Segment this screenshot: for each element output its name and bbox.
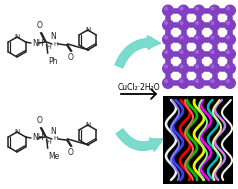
Text: H: H (47, 45, 51, 50)
Circle shape (195, 50, 199, 54)
Text: NH: NH (33, 39, 44, 47)
Text: H: H (47, 140, 51, 145)
Circle shape (162, 5, 174, 16)
Text: Ph: Ph (49, 57, 58, 66)
Circle shape (226, 64, 230, 69)
Circle shape (178, 63, 189, 74)
Circle shape (210, 6, 215, 11)
Circle shape (224, 33, 236, 46)
Circle shape (164, 64, 168, 69)
Circle shape (164, 79, 168, 83)
FancyArrowPatch shape (116, 129, 163, 151)
Text: H: H (54, 42, 58, 46)
FancyArrowPatch shape (115, 36, 160, 68)
Circle shape (224, 19, 236, 31)
Circle shape (210, 64, 215, 69)
Circle shape (193, 48, 205, 60)
Circle shape (208, 77, 220, 89)
Circle shape (179, 50, 183, 54)
Circle shape (162, 33, 174, 46)
Circle shape (179, 35, 183, 40)
Circle shape (208, 48, 220, 60)
Circle shape (195, 64, 199, 69)
Text: N: N (85, 27, 90, 33)
Circle shape (193, 33, 205, 46)
Text: NH: NH (33, 133, 44, 143)
Circle shape (195, 21, 199, 25)
Text: O: O (68, 148, 74, 157)
Circle shape (210, 35, 215, 40)
Text: N: N (14, 129, 20, 135)
Text: N: N (50, 127, 55, 136)
Circle shape (224, 77, 236, 89)
Circle shape (226, 21, 230, 25)
Circle shape (179, 21, 183, 25)
Circle shape (195, 79, 199, 83)
Circle shape (195, 35, 199, 40)
Circle shape (162, 19, 174, 31)
Text: Me: Me (49, 152, 60, 161)
Circle shape (195, 6, 199, 11)
Circle shape (178, 19, 189, 31)
Circle shape (224, 63, 236, 74)
Circle shape (208, 33, 220, 46)
Circle shape (193, 77, 205, 89)
Circle shape (210, 21, 215, 25)
Circle shape (224, 5, 236, 16)
Circle shape (226, 50, 230, 54)
Circle shape (226, 35, 230, 40)
Circle shape (193, 63, 205, 74)
Text: N: N (85, 122, 90, 128)
Circle shape (178, 77, 189, 89)
Text: N: N (14, 34, 20, 40)
Circle shape (162, 63, 174, 74)
Circle shape (164, 6, 168, 11)
Circle shape (193, 5, 205, 16)
Circle shape (179, 79, 183, 83)
Circle shape (178, 5, 189, 16)
Text: H: H (54, 136, 58, 142)
Circle shape (178, 48, 189, 60)
Text: CuCl₂·2H₂O: CuCl₂·2H₂O (118, 83, 160, 91)
Circle shape (164, 21, 168, 25)
Text: O: O (37, 21, 43, 30)
Circle shape (210, 50, 215, 54)
Circle shape (162, 48, 174, 60)
Bar (163, 96, 233, 184)
Circle shape (164, 35, 168, 40)
Circle shape (224, 48, 236, 60)
Text: O: O (37, 116, 43, 125)
Circle shape (193, 19, 205, 31)
Circle shape (179, 64, 183, 69)
Circle shape (226, 79, 230, 83)
Circle shape (208, 19, 220, 31)
Circle shape (210, 79, 215, 83)
Text: N: N (50, 32, 55, 41)
Circle shape (164, 50, 168, 54)
Circle shape (178, 33, 189, 46)
Circle shape (208, 5, 220, 16)
Circle shape (179, 6, 183, 11)
Text: O: O (68, 53, 74, 62)
Circle shape (226, 6, 230, 11)
Circle shape (162, 77, 174, 89)
Circle shape (208, 63, 220, 74)
